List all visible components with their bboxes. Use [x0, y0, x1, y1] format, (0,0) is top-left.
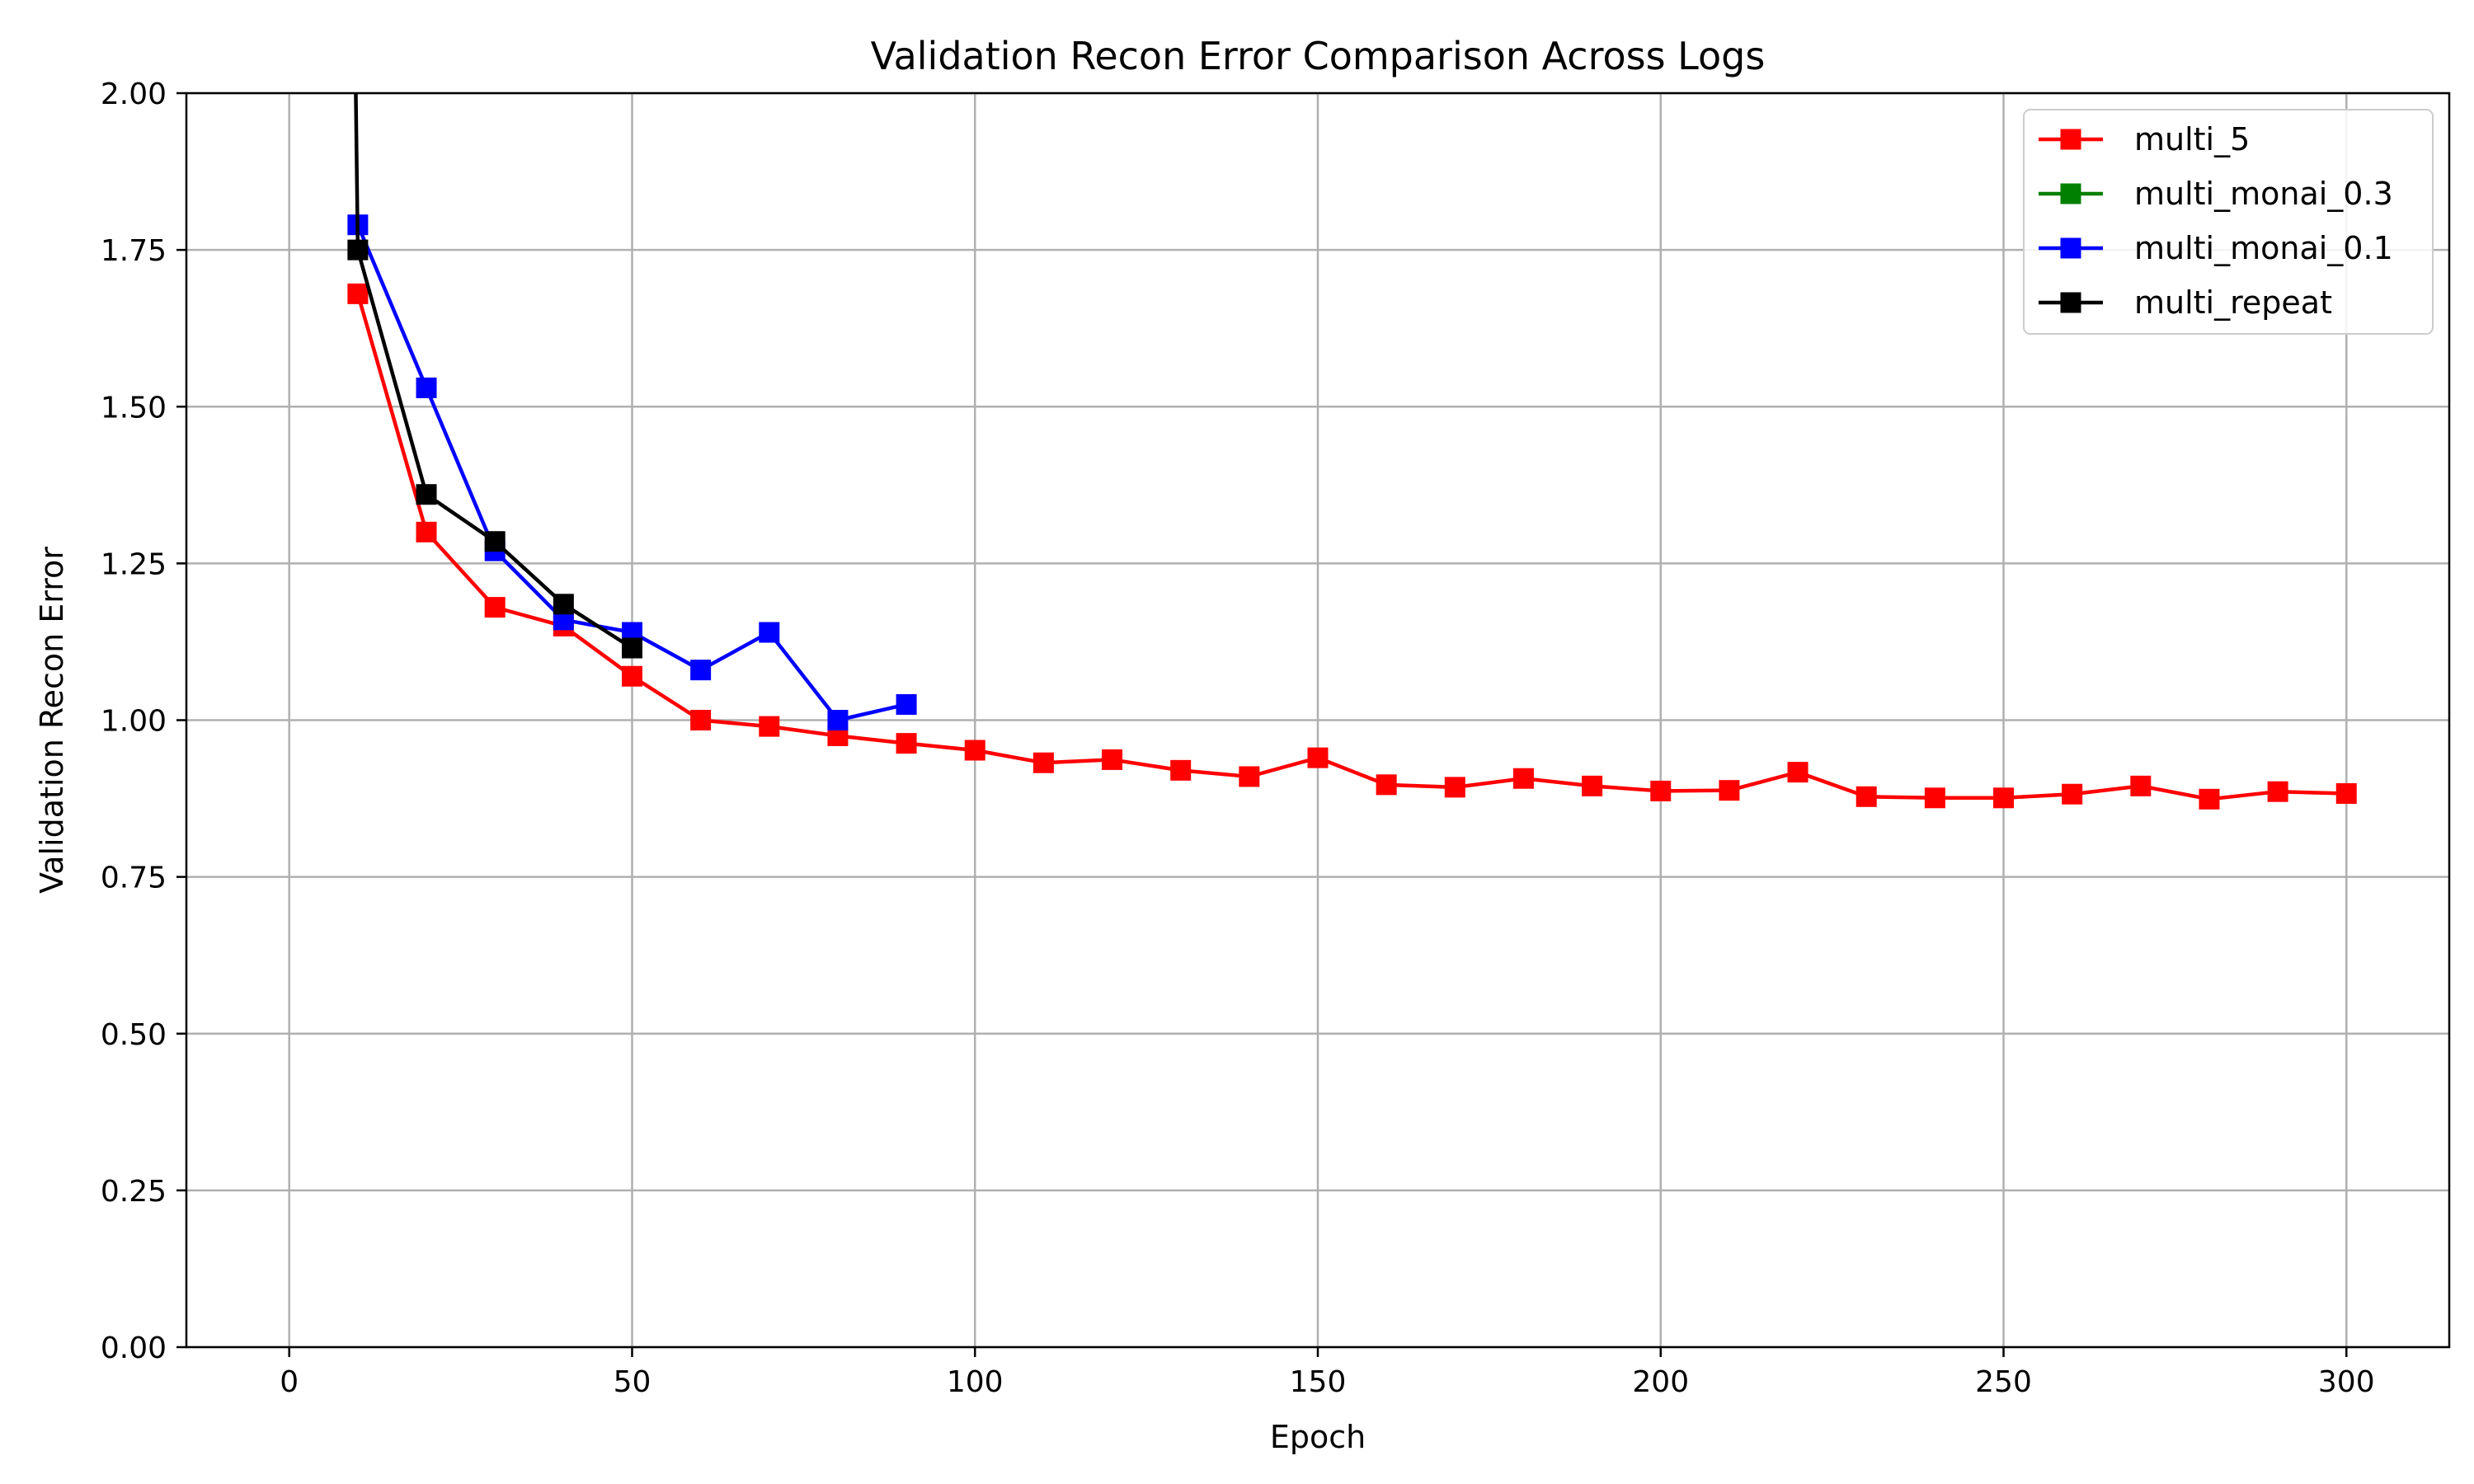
- x-tick-label: 150: [1290, 1365, 1347, 1399]
- legend-entry-multi-repeat: multi_repeat: [2039, 284, 2332, 321]
- y-tick-label: 1.00: [101, 705, 167, 739]
- data-point-multi-monai-0-1: [759, 622, 780, 643]
- series-layer: [347, 93, 2357, 810]
- legend-entry-multi-monai-0-1: multi_monai_0.1: [2039, 230, 2393, 266]
- y-tick-label: 1.25: [101, 547, 167, 581]
- series-line-multi-5: [355, 293, 2347, 801]
- data-point-multi-5: [1856, 786, 1877, 807]
- data-point-multi-5: [1307, 747, 1329, 768]
- legend-marker: [2060, 129, 2081, 150]
- legend-label: multi_monai_0.1: [2134, 230, 2393, 266]
- data-point-multi-monai-0-1: [416, 377, 437, 398]
- data-point-multi-5: [2335, 782, 2357, 804]
- data-point-multi-5: [2199, 788, 2220, 810]
- y-tick-label: 1.50: [101, 391, 167, 425]
- legend-label: multi_repeat: [2134, 284, 2332, 321]
- legend-marker: [2060, 237, 2081, 259]
- x-tick-label: 50: [614, 1365, 651, 1399]
- data-point-multi-5: [484, 597, 506, 618]
- data-point-multi-5: [1376, 774, 1397, 796]
- x-tick-label: 250: [1975, 1365, 2032, 1399]
- data-point-multi-5: [2267, 781, 2288, 802]
- data-point-multi-5: [1032, 752, 1054, 773]
- data-point-multi-5: [2062, 783, 2083, 805]
- x-axis-label: Epoch: [1270, 1419, 1366, 1455]
- data-point-multi-5: [1650, 780, 1672, 801]
- y-tick-label: 1.75: [101, 234, 167, 268]
- x-tick-label: 200: [1632, 1365, 1689, 1399]
- data-point-multi-5: [347, 283, 369, 304]
- data-point-multi-5: [1102, 749, 1123, 770]
- data-point-multi-repeat: [416, 484, 437, 505]
- data-point-multi-monai-0-1: [690, 660, 712, 681]
- legend-box: [2023, 109, 2434, 335]
- x-tick-label: 300: [2318, 1365, 2375, 1399]
- y-tick-label: 2.00: [101, 77, 167, 111]
- chart-title: Validation Recon Error Comparison Across…: [871, 34, 1766, 78]
- y-tick-label: 0.75: [101, 862, 167, 895]
- y-tick-label: 0.00: [101, 1331, 167, 1365]
- y-tick-label: 0.25: [101, 1175, 167, 1209]
- data-point-multi-5: [1239, 766, 1260, 787]
- series-multi-repeat: [347, 93, 642, 659]
- data-point-multi-5: [896, 733, 917, 754]
- data-point-multi-monai-0-1: [896, 693, 917, 715]
- y-axis-label: Validation Recon Error: [34, 547, 70, 894]
- legend: multi_5 multi_monai_0.3 multi_monai_0.1mul…: [2023, 109, 2434, 335]
- legend-entry-multi-monai-0-3: multi_monai_0.3: [2039, 176, 2393, 212]
- data-point-multi-5: [416, 521, 437, 542]
- data-point-multi-5: [1993, 787, 2015, 809]
- data-point-multi-5: [1170, 759, 1192, 781]
- y-tick-label: 0.50: [101, 1018, 167, 1052]
- data-point-multi-5: [1719, 780, 1740, 801]
- axis-ticks: 0 50 100 150 200 250 300 0.00 0.25 0.50 0.75 1.00 1.…: [101, 77, 2375, 1399]
- data-point-multi-5: [1512, 768, 1534, 789]
- data-point-multi-5: [1787, 762, 1808, 783]
- legend-entry-multi-5: multi_5: [2039, 121, 2250, 157]
- legend-marker: [2060, 183, 2081, 204]
- series-line-multi-repeat: [354, 93, 633, 650]
- data-point-multi-repeat: [347, 239, 369, 261]
- data-point-multi-5: [1582, 775, 1603, 796]
- legend-label: multi_5: [2134, 121, 2250, 157]
- data-point-multi-repeat: [553, 594, 574, 615]
- legend-label: multi_monai_0.3: [2134, 176, 2393, 212]
- data-point-multi-repeat: [484, 531, 506, 552]
- x-tick-label: 0: [280, 1365, 299, 1399]
- series-multi-5: [347, 283, 2357, 810]
- data-point-multi-monai-0-1: [827, 710, 849, 730]
- legend-marker: [2060, 292, 2081, 313]
- data-point-multi-5: [621, 665, 642, 687]
- x-tick-label: 100: [947, 1365, 1004, 1399]
- data-point-multi-5: [1444, 777, 1465, 798]
- data-point-multi-5: [690, 710, 712, 730]
- data-point-multi-5: [964, 740, 985, 761]
- data-point-multi-repeat: [621, 637, 642, 659]
- data-point-multi-5: [759, 716, 780, 737]
- data-point-multi-5: [2130, 775, 2152, 796]
- data-point-multi-5: [1924, 787, 1945, 809]
